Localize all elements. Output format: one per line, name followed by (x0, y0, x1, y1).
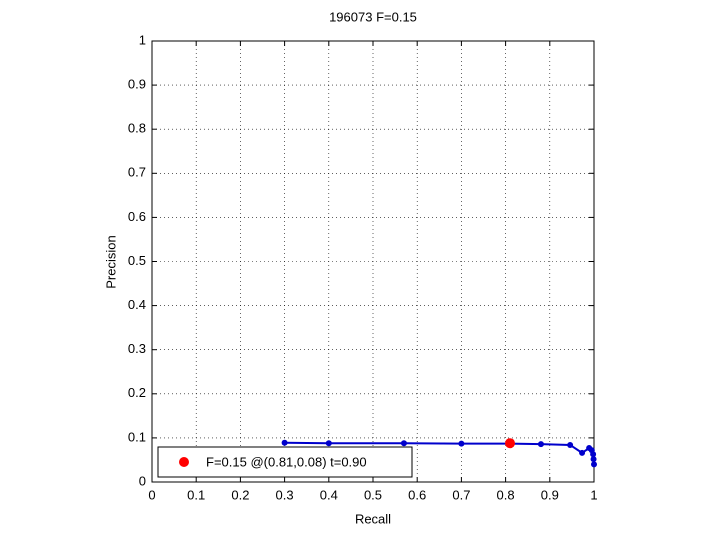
y-tick-label: 0.7 (128, 165, 146, 180)
point (567, 441, 574, 448)
x-tick-label: 0.9 (541, 487, 559, 502)
point (400, 440, 407, 447)
y-tick-label: 0.6 (128, 209, 146, 224)
x-axis-label: Recall (355, 511, 391, 526)
x-tick-label: 0.7 (452, 487, 470, 502)
y-tick-label: 0.3 (128, 341, 146, 356)
point (458, 440, 465, 447)
point (281, 439, 288, 446)
point (537, 441, 544, 448)
y-tick-label: 0.4 (128, 297, 146, 312)
legend-box (157, 446, 413, 478)
y-tick-label: 0 (139, 473, 146, 488)
y-axis-label: Precision (103, 235, 118, 288)
y-tick-label: 0.2 (128, 385, 146, 400)
y-tick-label: 0.5 (128, 253, 146, 268)
x-tick-label: 1 (590, 487, 597, 502)
y-tick-label: 0.8 (128, 121, 146, 136)
point (590, 456, 597, 463)
y-tick-label: 0.1 (128, 429, 146, 444)
x-tick-label: 0 (148, 487, 155, 502)
axes-box (151, 40, 595, 483)
best-point (505, 438, 516, 449)
point (590, 451, 597, 458)
point (591, 461, 597, 468)
point (325, 440, 332, 447)
chart-title: 196073 F=0.15 (329, 9, 417, 24)
x-tick-label: 0.4 (320, 487, 338, 502)
x-tick-label: 0.8 (497, 487, 515, 502)
x-tick-label: 0.1 (187, 487, 205, 502)
x-tick-label: 0.5 (364, 487, 382, 502)
legend-label: F=0.15 @(0.81,0.08) t=0.90 (206, 454, 367, 469)
x-tick-label: 0.3 (276, 487, 294, 502)
point (579, 449, 586, 456)
y-tick-label: 0.9 (128, 77, 146, 92)
legend-marker (179, 457, 189, 467)
y-tick-label: 1 (139, 32, 146, 47)
x-tick-label: 0.6 (408, 487, 426, 502)
x-tick-label: 0.2 (231, 487, 249, 502)
